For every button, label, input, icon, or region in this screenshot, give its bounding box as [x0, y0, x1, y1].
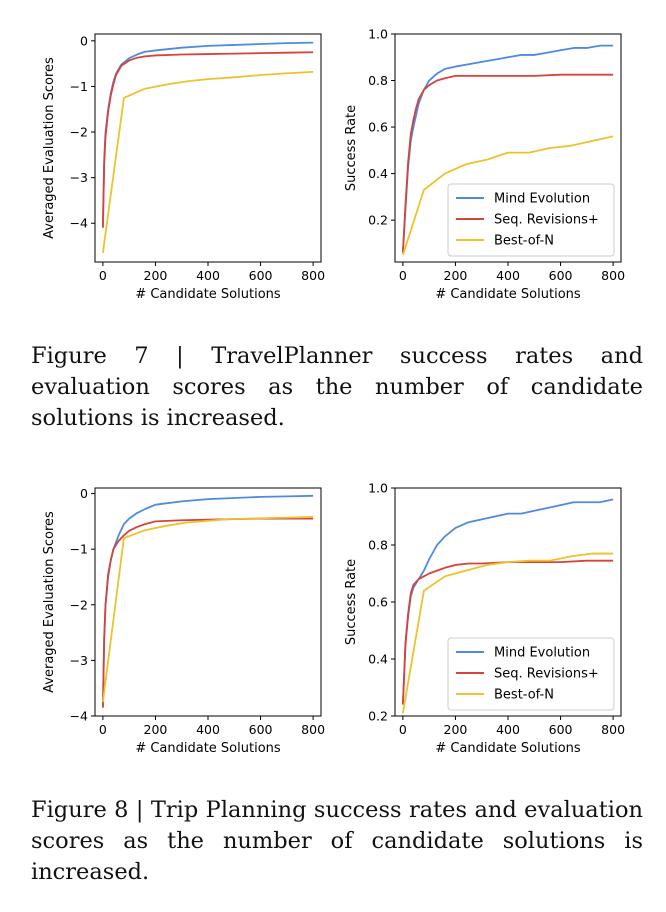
legend-label-seq_revisions: Seq. Revisions+: [494, 213, 599, 228]
x-tick-label: 200: [444, 268, 468, 283]
series-line-best_of_n: [101, 516, 314, 703]
x-tick-label: 0: [99, 268, 107, 283]
y-tick-label: 1.0: [368, 481, 388, 496]
y-tick-label: 0.6: [368, 595, 388, 610]
y-axis-label: Success Rate: [344, 559, 359, 645]
x-axis-label: # Candidate Solutions: [435, 287, 581, 302]
y-tick-label: 0.2: [368, 213, 388, 228]
chart-panel-7-2: 0 200 400 600 800 0.2 0.4 0.6 0.8 1.0 # Candidate …: [344, 27, 625, 303]
y-axis-label: Averaged Evaluation Scores: [42, 511, 57, 693]
y-tick-label: 0.4: [368, 166, 388, 181]
series-group: [401, 498, 614, 714]
chart-panel-8-1: 0 200 400 600 800 0 −1 −2 −3 −4 # Candidate Soluti…: [42, 486, 325, 756]
x-tick-label: 600: [549, 722, 573, 737]
series-line-seq_revisions: [401, 559, 614, 705]
x-tick-label: 400: [196, 722, 220, 737]
y-tick-label: −1: [70, 79, 88, 94]
chart-panel-8-2: 0 200 400 600 800 0.2 0.4 0.6 0.8 1.0 # Candidate …: [344, 481, 625, 757]
series-group: [101, 41, 314, 254]
series-line-best_of_n: [402, 135, 614, 256]
y-tick-label: 0.6: [368, 120, 388, 135]
series-line-seq_revisions: [101, 51, 314, 228]
series-line-best_of_n: [101, 70, 314, 254]
y-tick-label: 0.2: [368, 709, 388, 724]
y-tick-label: −4: [70, 216, 88, 231]
chart-legend: Mind Evolution Seq. Revisions+ Best-of-N: [447, 183, 615, 257]
x-tick-label: 600: [249, 268, 273, 283]
chart-panel-7-1: 0 200 400 600 800 0 −1 −2 −3 −4 # Candidate Soluti…: [42, 33, 325, 302]
x-tick-label: 200: [444, 722, 468, 737]
series-line-seq_revisions: [101, 517, 314, 708]
legend-label-seq_revisions: Seq. Revisions+: [494, 667, 599, 682]
x-tick-label: 800: [301, 268, 325, 283]
x-tick-label: 800: [601, 268, 625, 283]
series-line-mind_evolution: [401, 44, 614, 253]
legend-label-best_of_n: Best-of-N: [494, 234, 554, 249]
x-axis-label: # Candidate Solutions: [135, 287, 281, 302]
x-tick-label: 600: [249, 722, 273, 737]
y-tick-label: −1: [70, 542, 88, 557]
axes-frame: [94, 33, 322, 263]
y-tick-label: −4: [70, 709, 88, 724]
x-axis-label: # Candidate Solutions: [435, 741, 581, 756]
figure-8-caption: Figure 8 | Trip Planning success rates a…: [31, 797, 643, 885]
x-tick-label: 400: [196, 268, 220, 283]
y-axis-label: Success Rate: [344, 105, 359, 191]
x-tick-label: 0: [399, 268, 407, 283]
y-tick-label: −3: [70, 653, 88, 668]
y-tick-label: 0.4: [368, 652, 388, 667]
y-tick-label: 0.8: [368, 538, 388, 553]
legend-label-mind_evolution: Mind Evolution: [494, 192, 590, 207]
x-tick-label: 200: [144, 268, 168, 283]
y-tick-label: 0: [80, 33, 88, 48]
x-tick-label: 400: [496, 268, 520, 283]
series-group: [401, 44, 614, 256]
series-line-seq_revisions: [401, 73, 614, 253]
legend-label-best_of_n: Best-of-N: [494, 688, 554, 703]
x-tick-label: 800: [601, 722, 625, 737]
x-tick-label: 0: [99, 722, 107, 737]
y-tick-label: −3: [70, 170, 88, 185]
x-tick-label: 0: [399, 722, 407, 737]
y-tick-label: 1.0: [368, 27, 388, 42]
y-tick-label: 0.8: [368, 73, 388, 88]
legend-label-mind_evolution: Mind Evolution: [494, 646, 590, 661]
axes-frame: [94, 487, 322, 717]
figure-7-caption: Figure 7 | TravelPlanner success rates a…: [31, 343, 643, 431]
x-axis-label: # Candidate Solutions: [135, 741, 281, 756]
x-tick-label: 400: [496, 722, 520, 737]
series-line-best_of_n: [401, 552, 614, 714]
x-tick-label: 600: [549, 268, 573, 283]
series-group: [101, 494, 314, 708]
y-tick-label: 0: [80, 486, 88, 501]
chart-legend: Mind Evolution Seq. Revisions+ Best-of-N: [447, 637, 615, 711]
series-line-mind_evolution: [101, 41, 314, 226]
y-axis-label: Averaged Evaluation Scores: [42, 57, 57, 239]
x-tick-label: 200: [144, 722, 168, 737]
x-tick-label: 800: [301, 722, 325, 737]
y-tick-label: −2: [70, 597, 88, 612]
y-tick-label: −2: [70, 125, 88, 140]
